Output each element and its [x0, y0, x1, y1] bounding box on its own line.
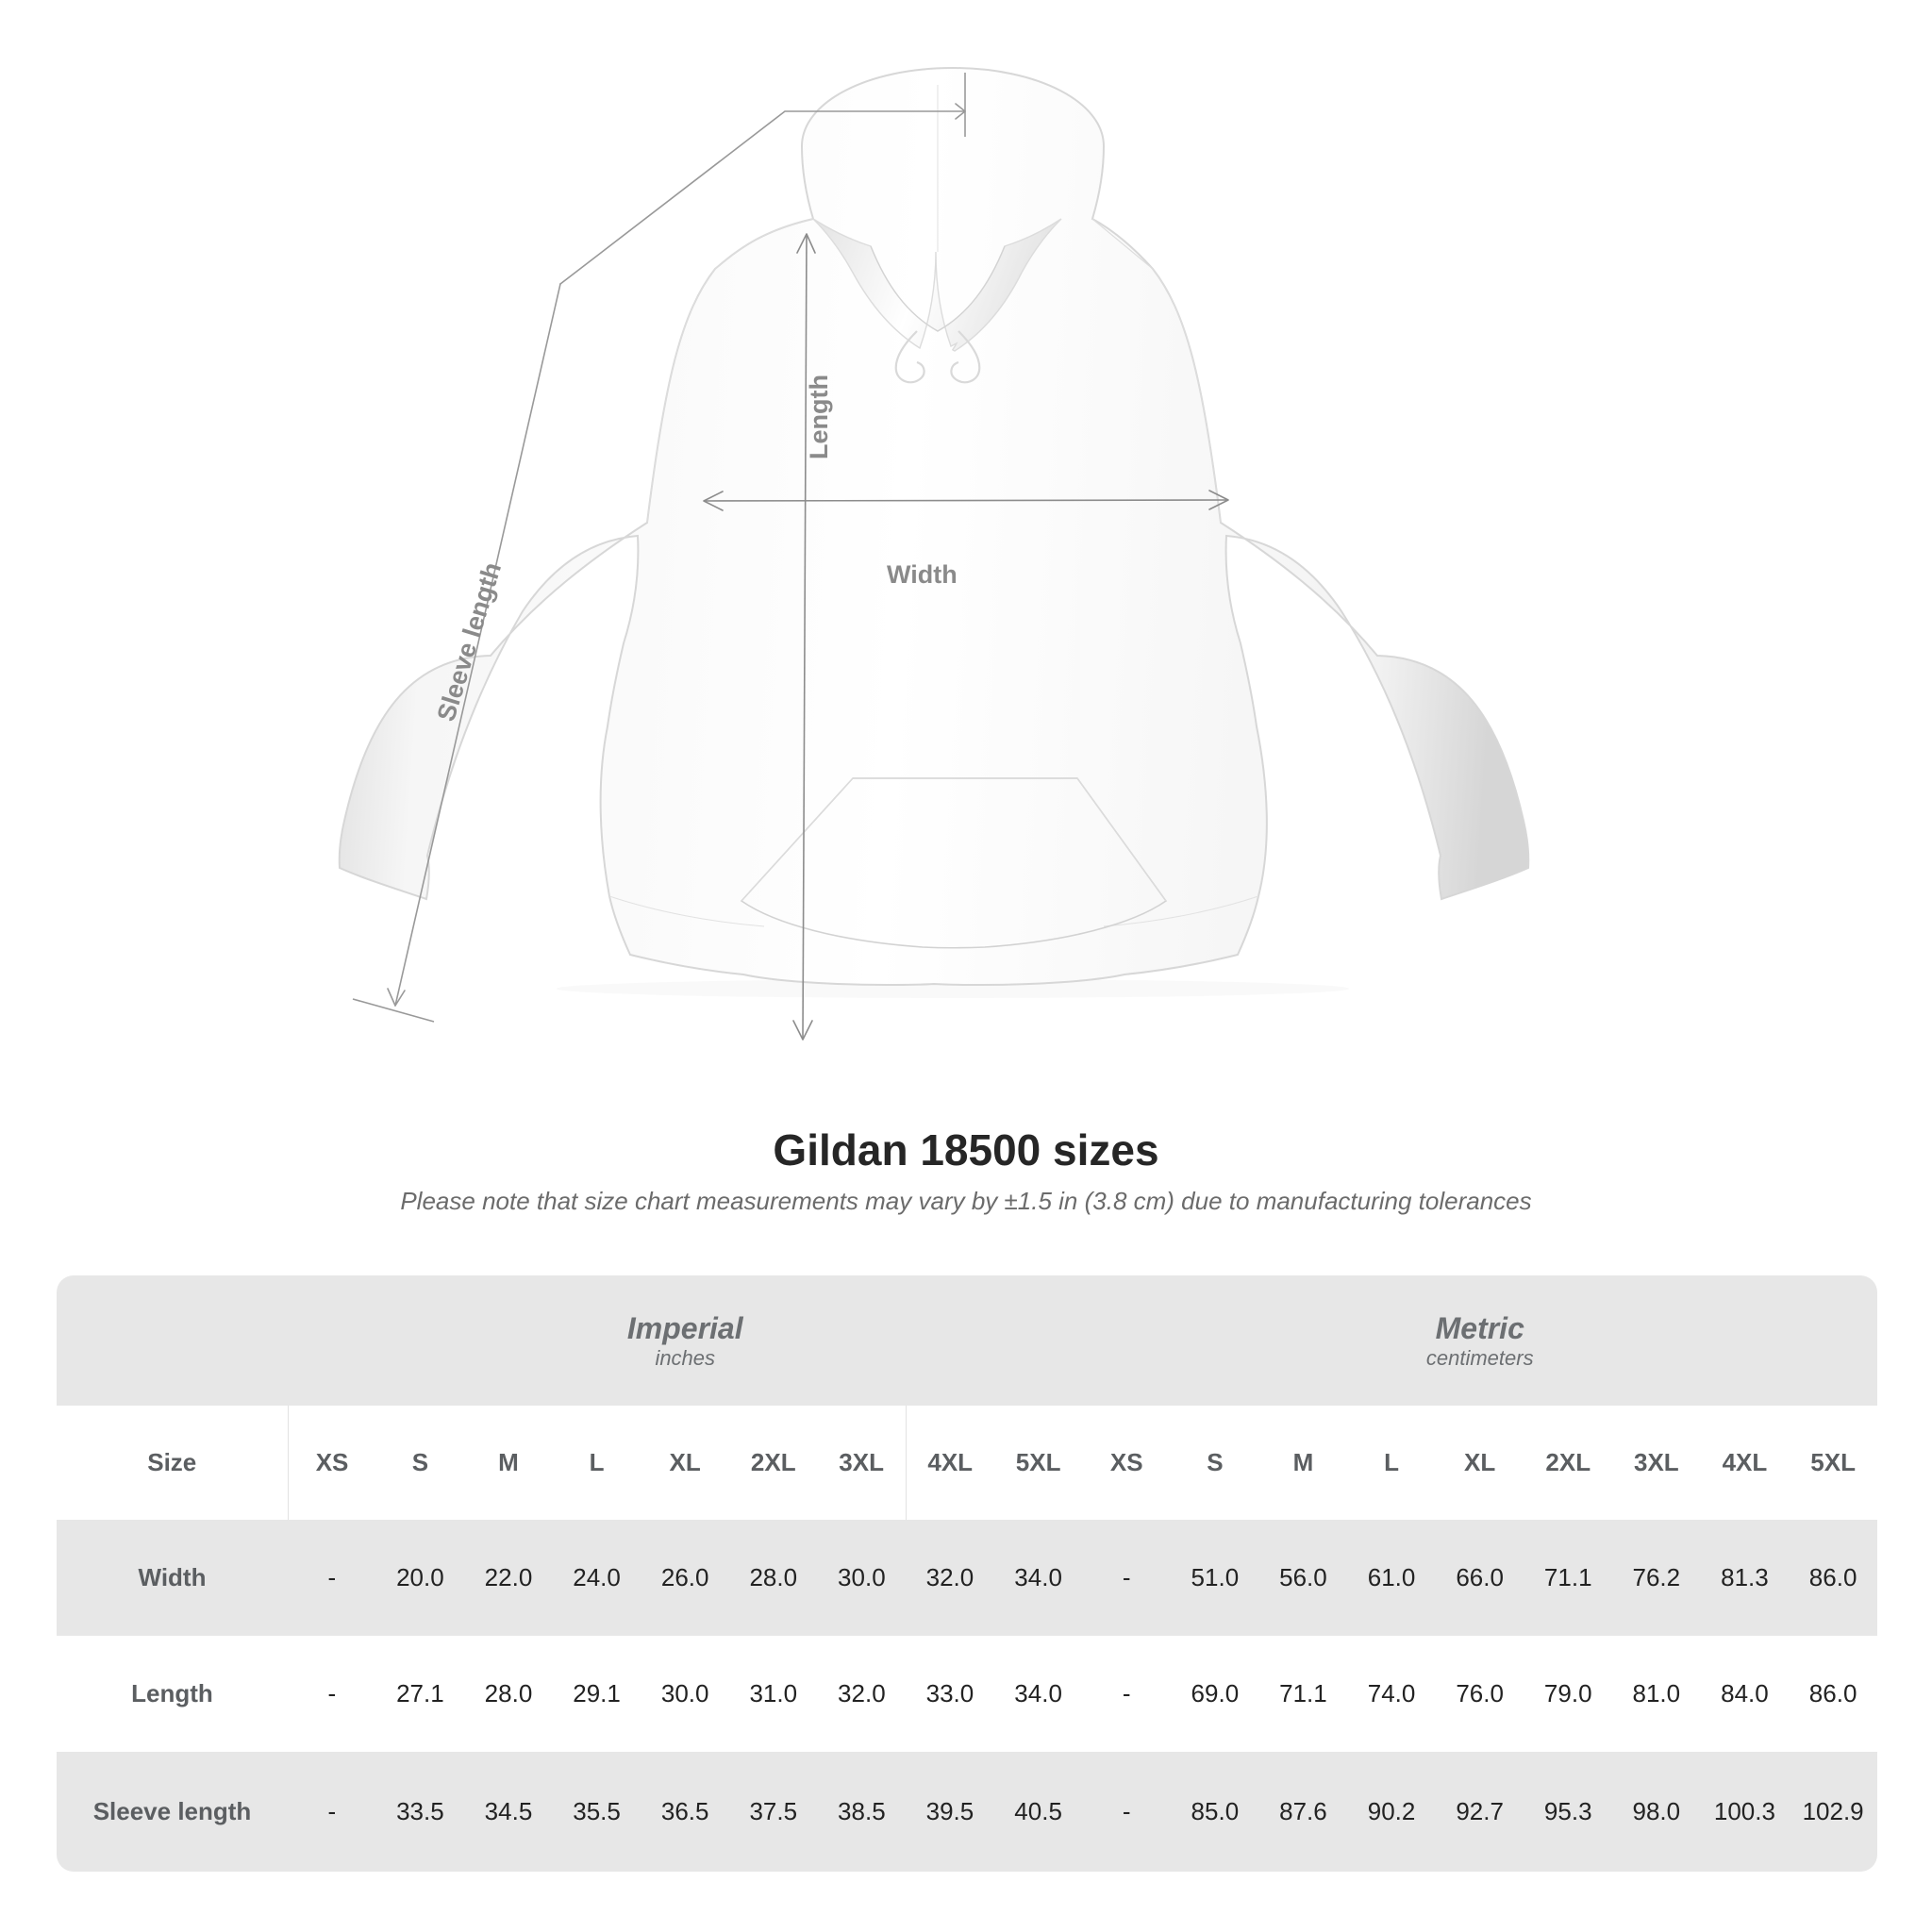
- svg-text:Width: Width: [887, 560, 958, 589]
- svg-text:Length: Length: [805, 375, 833, 459]
